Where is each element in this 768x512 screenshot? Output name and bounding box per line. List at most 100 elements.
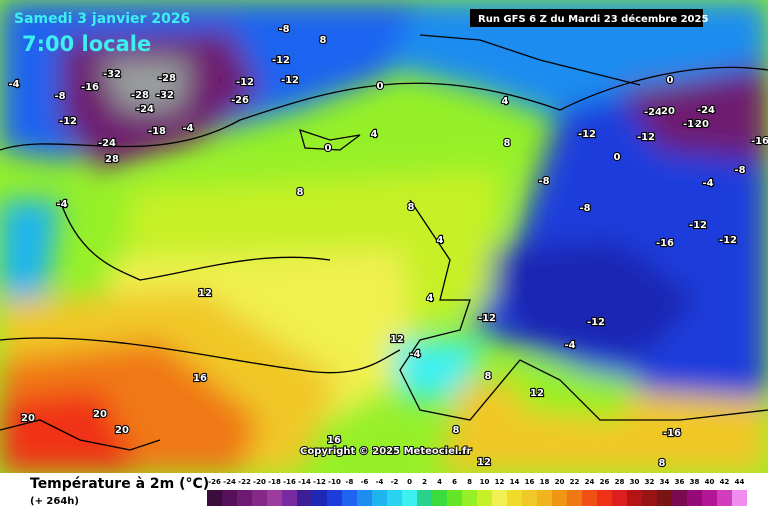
scale-label: 10: [480, 478, 490, 486]
legend-title: Température à 2m (°C): [30, 476, 209, 492]
scale-label: 12: [495, 478, 505, 486]
scale-swatch: [522, 490, 537, 506]
temperature-label: -12: [689, 220, 707, 231]
temperature-label: -8: [278, 24, 289, 35]
scale-label: -22: [238, 478, 251, 486]
scale-swatch: [687, 490, 702, 506]
temperature-label: 16: [193, 373, 207, 384]
temperature-label: -4: [182, 123, 193, 134]
scale-swatch: [642, 490, 657, 506]
scale-swatch: [267, 490, 282, 506]
temperature-label: 8: [453, 425, 460, 436]
scale-swatch: [207, 490, 222, 506]
scale-label: -10: [328, 478, 341, 486]
temperature-label: -18: [148, 126, 166, 137]
temperature-label: -26: [231, 95, 249, 106]
scale-label: 38: [690, 478, 700, 486]
temperature-label: -24: [98, 138, 116, 149]
temperature-label: -16: [751, 136, 768, 147]
run-box: [470, 9, 703, 27]
scale-label: 26: [600, 478, 610, 486]
temperature-label: 12: [198, 288, 212, 299]
temperature-label: 0: [614, 152, 621, 163]
temperature-label: 8: [320, 35, 327, 46]
temperature-label: 12: [530, 388, 544, 399]
scale-swatch: [492, 490, 507, 506]
copyright: Copyright © 2025 Meteociel.fr: [300, 446, 471, 457]
temperature-label: -16: [81, 82, 99, 93]
scale-label: 36: [675, 478, 685, 486]
temperature-label: -4: [56, 199, 67, 210]
scale-label: 6: [452, 478, 457, 486]
scale-swatch: [552, 490, 567, 506]
scale-label: -26: [208, 478, 221, 486]
temperature-label: 0: [377, 81, 384, 92]
scale-label: 8: [467, 478, 472, 486]
scale-swatch: [507, 490, 522, 506]
temperature-label: -16: [656, 238, 674, 249]
scale-label: 16: [525, 478, 535, 486]
scale-label: 0: [407, 478, 412, 486]
temperature-label: -4: [8, 79, 19, 90]
scale-swatch: [222, 490, 237, 506]
temperature-label: 0: [667, 75, 674, 86]
scale-label: 20: [555, 478, 565, 486]
temperature-label: 8: [485, 371, 492, 382]
temperature-label: -12: [719, 235, 737, 246]
temperature-label: 12: [390, 334, 404, 345]
temperature-label: -8: [538, 176, 549, 187]
temperature-label: -8: [54, 91, 65, 102]
temperature-label: 20: [661, 106, 675, 117]
scale-label: 22: [570, 478, 580, 486]
scale-label: -24: [223, 478, 236, 486]
scale-swatch: [612, 490, 627, 506]
temperature-label: -4: [564, 340, 575, 351]
scale-label: 30: [630, 478, 640, 486]
temperature-label: 16: [327, 435, 341, 446]
scale-swatch: [657, 490, 672, 506]
scale-swatch: [627, 490, 642, 506]
scale-label: 42: [720, 478, 730, 486]
scale-label: 24: [585, 478, 595, 486]
scale-swatch: [282, 490, 297, 506]
temperature-label: -28: [158, 73, 176, 84]
color-scale: -26 -24 -22 -20 -18 -16 -14 -12 -10 -8 -6 -4 -2 0 2 4 6 8…: [207, 478, 747, 506]
scale-swatch: [402, 490, 417, 506]
temperature-label: -4: [702, 178, 713, 189]
scale-swatch: [387, 490, 402, 506]
temperature-label: 4: [371, 129, 378, 140]
temperature-label: -28: [131, 90, 149, 101]
temperature-label: -32: [103, 69, 121, 80]
scale-label: -14: [298, 478, 311, 486]
run-info: Run GFS 6 Z du Mardi 23 décembre 2025: [478, 13, 708, 25]
scale-swatch: [537, 490, 552, 506]
temperature-label: -12: [478, 313, 496, 324]
temperature-label: -4: [409, 349, 420, 360]
scale-swatch: [327, 490, 342, 506]
temperature-label: -12: [281, 75, 299, 86]
scale-label: -6: [361, 478, 369, 486]
temperature-label: 4: [437, 235, 444, 246]
temperature-label: -24: [136, 104, 154, 115]
temperature-label: 8: [297, 187, 304, 198]
scale-swatch: [432, 490, 447, 506]
temperature-label: 4: [427, 293, 434, 304]
temperature-label: -32: [156, 90, 174, 101]
scale-swatch: [582, 490, 597, 506]
scale-swatch: [312, 490, 327, 506]
temperature-label: 0: [325, 143, 332, 154]
temperature-label: -12: [59, 116, 77, 127]
temperature-label: -12: [272, 55, 290, 66]
scale-label: 14: [510, 478, 520, 486]
legend-subtitle: (+ 264h): [30, 496, 79, 507]
map-labels: -88-12-12 -12-260-32 -28-16-28 -32-24-4-8-1…: [7, 23, 768, 470]
temperature-label: 12: [477, 457, 491, 468]
scale-swatch: [237, 490, 252, 506]
scale-label: -18: [268, 478, 281, 486]
temperature-label: 4: [502, 96, 509, 107]
scale-label: -20: [253, 478, 266, 486]
forecast-date: Samedi 3 janvier 2026: [14, 11, 190, 27]
scale-label: 18: [540, 478, 550, 486]
scale-label: 28: [615, 478, 625, 486]
scale-label: -12: [313, 478, 326, 486]
